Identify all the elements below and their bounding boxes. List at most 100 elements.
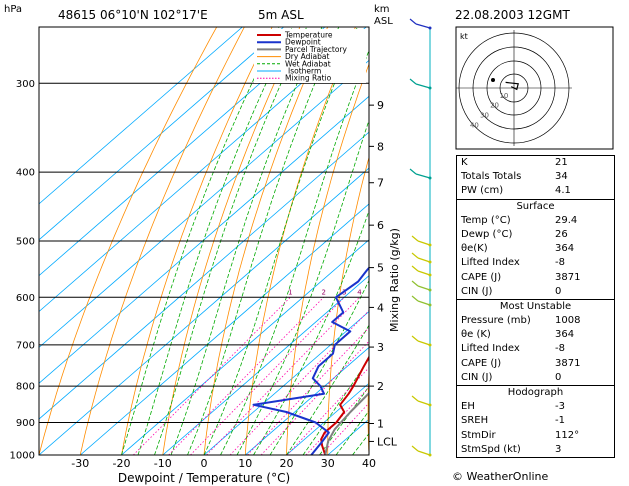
stat-key: θe (K) [461,329,491,341]
pressure-tick-label: 900 [16,418,35,429]
wind-barb-dot [428,26,432,30]
series-parcel-trajectory [324,391,369,455]
wind-barb-dot [428,343,432,347]
mixing-ratio-label: 6 [380,288,385,296]
wet-adiabat [121,27,280,455]
stat-value: -8 [555,257,565,269]
profile-curves [252,266,369,455]
stat-key: PW (cm) [461,185,504,197]
indices-panel: K 21 Totals Totals 34 PW (cm) 4.1 Surface Tem… [456,155,615,458]
stat-value: 21 [555,157,568,168]
wind-barb-flag [411,295,419,302]
wet-adiabat [170,27,323,455]
stat-row: Dewp (°C) 26 [457,228,614,242]
wet-adiabat [137,27,293,455]
stat-row: CAPE (J) 3871 [457,357,614,371]
temperature-tick-label: -10 [154,457,172,470]
stat-value: 0 [555,285,562,297]
stat-value: 4.1 [555,185,571,197]
wind-barb-dot [428,243,432,247]
isotherm-line [39,27,243,205]
stat-key: Temp (°C) [461,214,511,226]
km-tick-label: 4 [377,301,384,314]
temperature-tick-label: 30 [321,457,335,470]
wind-barb [415,173,431,179]
stat-row: Pressure (mb) 1008 [457,314,614,328]
elevation: 5m ASL [258,8,304,22]
hodograph-unit: kt [460,32,468,41]
wind-barb-flag [409,78,417,85]
wind-barb [417,300,431,306]
temperature-tick-label: 10 [238,457,252,470]
stat-key: Lifted Index [461,343,520,355]
pressure-unit: hPa [4,4,22,15]
storm-motion-dot [491,78,495,82]
wet-adiabat [220,49,369,455]
stat-key: CIN (J) [461,371,493,383]
credit: © WeatherOnline [452,470,549,483]
wet-adiabat [286,324,369,455]
dry-adiabat [203,27,329,455]
x-axis-label: Dewpoint / Temperature (°C) [118,471,290,485]
wind-barb [417,340,431,346]
wind-barb [417,400,431,406]
mixing-ratio-label: 15 [431,288,440,296]
hodograph-ring-label: 40 [470,122,479,130]
stat-value: 3871 [555,357,581,369]
wet-adiabat [236,119,369,455]
wind-barb-flag [411,252,419,259]
wind-barb-dot [428,86,432,90]
mixing-ratio-label: 10 [407,288,416,296]
mixing-ratio-line [286,367,369,455]
hodograph-list: EH -3 SREH -1 StmDir 112° StmSpd (kt) 3 [457,400,614,457]
mixing-ratio-line [320,402,369,455]
legend-entry: Wet Adiabat [285,59,331,68]
wet-adiabat [335,410,369,455]
height-unit-asl: ASL [374,16,393,27]
wind-barb-flag [411,335,419,342]
hodograph-title: Hodograph [507,387,564,398]
hodograph-ring-label: 30 [480,112,489,120]
temperature-tick-label: 0 [201,457,208,470]
km-tick-label: 1 [377,417,384,430]
stat-key: CIN (J) [461,285,493,297]
stat-key: Pressure (mb) [461,315,531,327]
wind-barb [417,240,431,246]
wind-barb-flag [409,168,417,175]
dry-adiabat [121,27,273,455]
legend-entry: Dewpoint [285,38,321,47]
stat-value: 29.4 [555,214,578,226]
hodograph-ring-label: 10 [499,92,508,100]
stat-key: SREH [461,415,489,427]
wet-adiabat [187,27,340,455]
stat-key: Totals Totals [461,171,522,183]
stat-row: SREH -1 [457,414,614,428]
stat-value: -1 [555,415,565,427]
pressure-tick-label: 1000 [10,451,35,462]
wind-barb-dot [428,403,432,407]
dry-adiabat [244,27,356,455]
stat-key: K [461,157,468,168]
temperature-tick-label: 40 [362,457,376,470]
station-info: 48615 06°10'N 102°17'E [58,8,208,22]
wind-barb-flag [411,395,419,402]
legend-entry: Mixing Ratio [285,74,332,83]
km-tick-label: 7 [377,177,384,190]
wind-barb [415,23,431,29]
wind-barb-dot [428,288,432,292]
plot-frame [38,26,370,456]
km-tick-label: LCL [377,435,398,448]
wind-barb-flag [409,18,417,25]
height-unit-km: km [374,4,390,15]
temperature-tick-label: 20 [280,457,294,470]
stat-row: Temp (°C) 29.4 [457,214,614,228]
stat-value: 0 [555,371,562,383]
pressure-tick-label: 400 [16,168,35,179]
wind-barb [417,450,431,456]
stat-value: 1008 [555,315,581,327]
stat-value: 34 [555,171,568,183]
hodograph-section: Hodograph EH -3 SREH -1 StmDir 112° StmSpd (kt… [457,385,614,457]
